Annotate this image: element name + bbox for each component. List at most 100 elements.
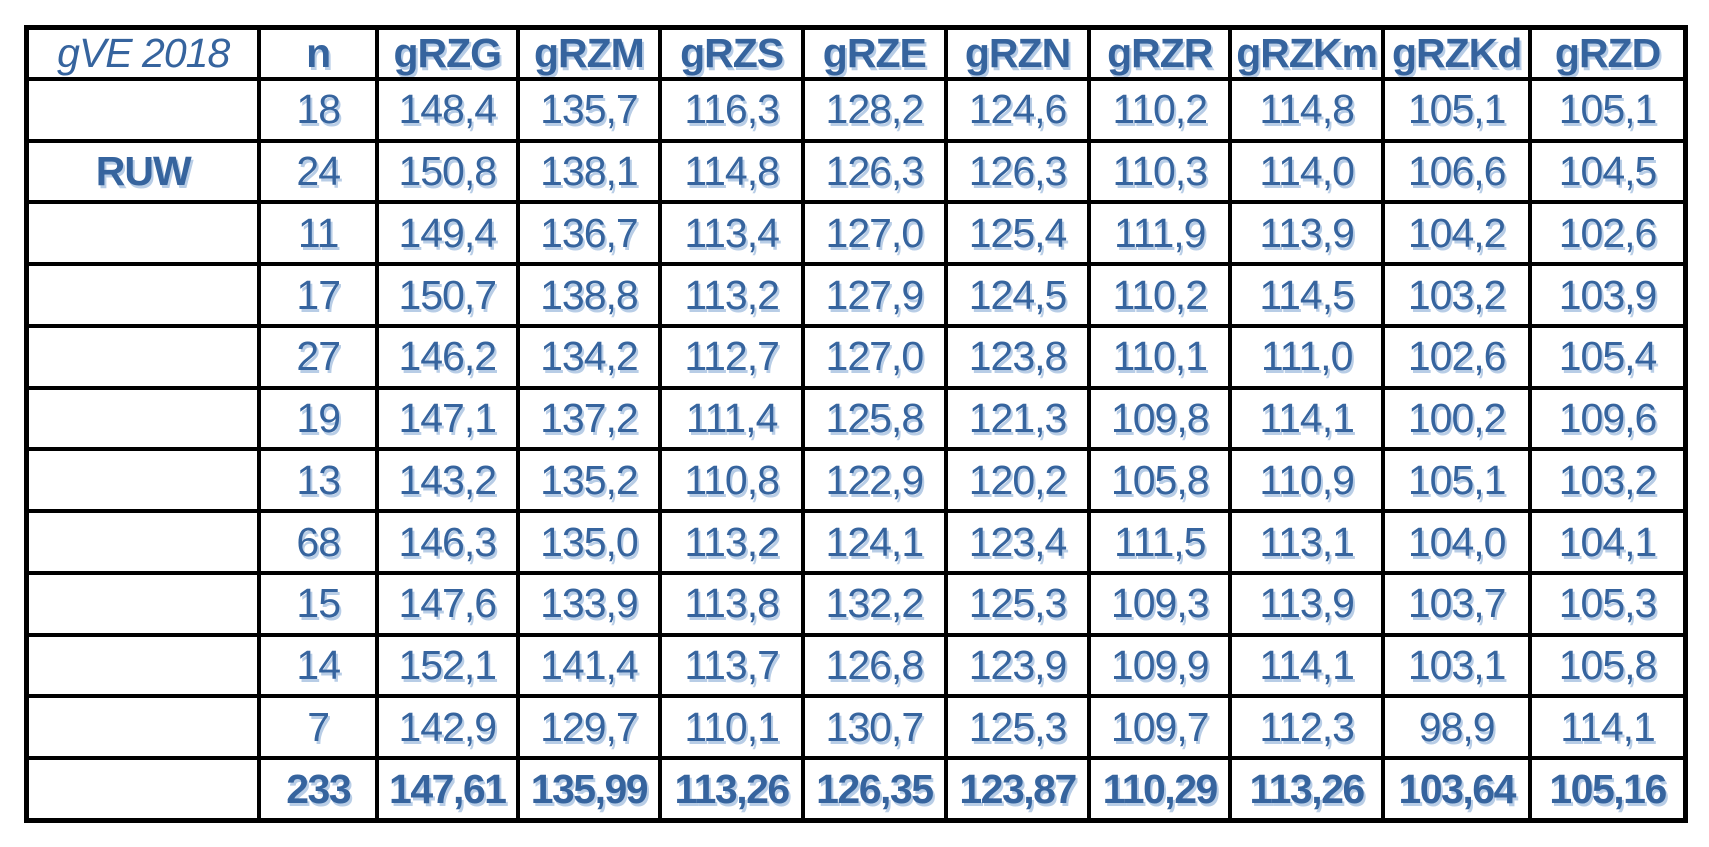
data-cell: 146,2	[374, 323, 520, 390]
row-label-empty	[24, 200, 262, 267]
total-cell: 147,61	[374, 756, 520, 823]
data-cell: 129,7	[515, 694, 663, 761]
column-header-gRZD: gRZD	[1528, 25, 1688, 81]
data-cell: 103,2	[1381, 262, 1533, 328]
data-cell: 105,1	[1381, 447, 1533, 514]
total-cell: 105,16	[1528, 756, 1688, 823]
header-row: gVE 2018 n gRZG gRZM gRZS gRZE gRZN gRZR gRZKm g…	[24, 25, 1688, 81]
data-cell: 111,5	[1087, 509, 1233, 575]
total-cell: 103,64	[1381, 756, 1533, 823]
row-label-empty	[24, 570, 262, 637]
row-label-empty	[24, 262, 262, 328]
data-cell: 114,8	[658, 138, 805, 205]
data-cell: 141,4	[515, 632, 663, 699]
data-cell: 124,6	[943, 77, 1092, 143]
data-cell: 123,9	[943, 632, 1092, 699]
table-row: 13 143,2 135,2 110,8 122,9 120,2 105,8 110,9 105…	[24, 447, 1688, 514]
data-cell: 113,2	[658, 509, 805, 575]
column-header-gRZN: gRZN	[943, 25, 1092, 81]
data-cell: 112,7	[658, 323, 805, 390]
data-cell: 11	[257, 200, 379, 267]
data-cell: 104,0	[1381, 509, 1533, 575]
data-cell: 113,4	[658, 200, 805, 267]
total-cell: 110,29	[1087, 756, 1233, 823]
data-cell: 114,8	[1228, 77, 1386, 143]
data-cell: 116,3	[658, 77, 805, 143]
data-cell: 127,0	[800, 200, 948, 267]
data-cell: 24	[257, 138, 379, 205]
data-cell: 103,7	[1381, 570, 1533, 637]
data-cell: 149,4	[374, 200, 520, 267]
data-cell: 68	[257, 509, 379, 575]
data-cell: 137,2	[515, 385, 663, 452]
data-cell: 124,1	[800, 509, 948, 575]
data-cell: 27	[257, 323, 379, 390]
data-cell: 124,5	[943, 262, 1092, 328]
data-cell: 114,1	[1228, 632, 1386, 699]
total-cell: 233	[257, 756, 379, 823]
data-cell: 134,2	[515, 323, 663, 390]
table-row: 11 149,4 136,7 113,4 127,0 125,4 111,9 113,9 104…	[24, 200, 1688, 267]
data-cell: 132,2	[800, 570, 948, 637]
table-title: gVE 2018	[24, 25, 262, 81]
data-cell: 125,4	[943, 200, 1092, 267]
data-cell: 113,8	[658, 570, 805, 637]
data-cell: 103,2	[1528, 447, 1688, 514]
data-cell: 113,9	[1228, 570, 1386, 637]
column-header-gRZKd: gRZKd	[1381, 25, 1533, 81]
data-cell: 114,5	[1228, 262, 1386, 328]
data-cell: 148,4	[374, 77, 520, 143]
data-cell: 105,3	[1528, 570, 1688, 637]
data-cell: 114,1	[1228, 385, 1386, 452]
total-row: 233 147,61 135,99 113,26 126,35 123,87 110,29 1…	[24, 756, 1688, 823]
data-cell: 126,3	[800, 138, 948, 205]
data-cell: 127,9	[800, 262, 948, 328]
data-cell: 105,1	[1528, 77, 1688, 143]
data-cell: 7	[257, 694, 379, 761]
row-label-empty	[24, 447, 262, 514]
column-header-gRZG: gRZG	[374, 25, 520, 81]
data-cell: 100,2	[1381, 385, 1533, 452]
data-cell: 112,3	[1228, 694, 1386, 761]
data-cell: 110,9	[1228, 447, 1386, 514]
data-cell: 104,1	[1528, 509, 1688, 575]
data-cell: 152,1	[374, 632, 520, 699]
column-header-gRZS: gRZS	[658, 25, 805, 81]
data-cell: 105,8	[1528, 632, 1688, 699]
data-cell: 147,1	[374, 385, 520, 452]
data-cell: 133,9	[515, 570, 663, 637]
table-row: 15 147,6 133,9 113,8 132,2 125,3 109,3 113,9 103…	[24, 570, 1688, 637]
data-cell: 109,8	[1087, 385, 1233, 452]
data-cell: 110,8	[658, 447, 805, 514]
data-cell: 14	[257, 632, 379, 699]
data-cell: 135,7	[515, 77, 663, 143]
data-cell: 17	[257, 262, 379, 328]
data-cell: 110,3	[1087, 138, 1233, 205]
table-row: 14 152,1 141,4 113,7 126,8 123,9 109,9 114,1 103…	[24, 632, 1688, 699]
data-cell: 142,9	[374, 694, 520, 761]
data-cell: 110,2	[1087, 77, 1233, 143]
column-header-gRZM: gRZM	[515, 25, 663, 81]
data-cell: 109,7	[1087, 694, 1233, 761]
data-cell: 19	[257, 385, 379, 452]
data-cell: 113,7	[658, 632, 805, 699]
data-cell: 104,5	[1528, 138, 1688, 205]
table-row: 19 147,1 137,2 111,4 125,8 121,3 109,8 114,1 100…	[24, 385, 1688, 452]
data-cell: 18	[257, 77, 379, 143]
data-cell: 147,6	[374, 570, 520, 637]
data-cell: 146,3	[374, 509, 520, 575]
total-cell: 113,26	[658, 756, 805, 823]
table-row: 18 148,4 135,7 116,3 128,2 124,6 110,2 114,8 105…	[24, 77, 1688, 143]
data-cell: 110,2	[1087, 262, 1233, 328]
row-label-empty	[24, 323, 262, 390]
row-label-empty	[24, 509, 262, 575]
data-cell: 150,7	[374, 262, 520, 328]
data-cell: 104,2	[1381, 200, 1533, 267]
row-label-empty	[24, 694, 262, 761]
data-cell: 13	[257, 447, 379, 514]
data-cell: 127,0	[800, 323, 948, 390]
data-cell: 114,1	[1528, 694, 1688, 761]
row-label-empty	[24, 385, 262, 452]
total-row-label	[24, 756, 262, 823]
